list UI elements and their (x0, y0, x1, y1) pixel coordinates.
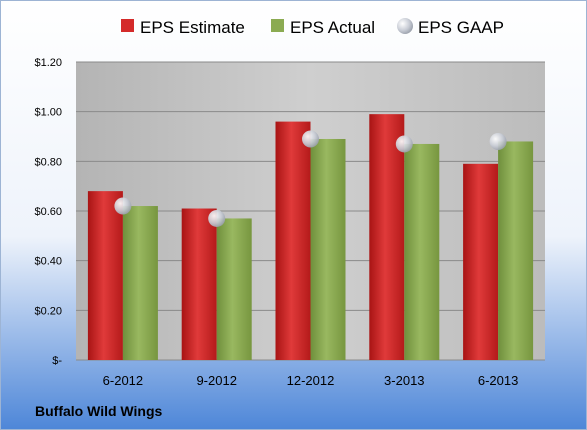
legend-swatch-gaap (397, 18, 413, 34)
y-tick-label: $0.60 (34, 206, 62, 218)
x-category-label: 6-2013 (478, 373, 518, 388)
y-tick-label: $1.00 (34, 107, 62, 119)
legend-swatch-actual (271, 19, 284, 32)
legend-label-actual: EPS Actual (290, 18, 375, 37)
y-axis-ticks: $- $0.20 $0.40 $0.60 $0.80 $1.00 $1.20 (34, 57, 62, 367)
legend-label-estimate: EPS Estimate (140, 18, 245, 37)
bar-eps-actual (122, 206, 158, 360)
marker-eps-gaap (208, 209, 226, 227)
x-category-label: 3-2013 (384, 373, 424, 388)
bar-eps-estimate (87, 191, 123, 360)
x-category-label: 12-2012 (287, 373, 335, 388)
bar-eps-estimate (463, 163, 499, 360)
bar-eps-estimate (181, 208, 217, 360)
legend-label-gaap: EPS GAAP (418, 18, 504, 37)
legend-swatch-estimate (121, 19, 134, 32)
x-category-label: 6-2012 (103, 373, 143, 388)
bar-eps-actual (216, 218, 252, 360)
bar-eps-actual (404, 143, 440, 360)
y-tick-label: $- (52, 355, 62, 367)
x-category-label: 9-2012 (196, 373, 236, 388)
marker-eps-gaap (302, 130, 319, 148)
marker-eps-gaap (114, 197, 132, 215)
bars (87, 114, 534, 361)
y-tick-label: $0.80 (34, 156, 62, 168)
bar-eps-estimate (275, 121, 311, 360)
y-tick-label: $0.40 (34, 256, 62, 268)
marker-eps-gaap (395, 135, 413, 153)
bar-eps-actual (310, 138, 346, 360)
bar-eps-actual (498, 141, 534, 360)
marker-eps-gaap (489, 132, 507, 150)
y-tick-label: $0.20 (34, 305, 62, 317)
company-name: Buffalo Wild Wings (35, 403, 162, 419)
x-axis-categories: 6-2012 9-2012 12-2012 3-2013 6-2013 (103, 373, 519, 388)
gaap-markers (114, 130, 507, 227)
bar-eps-estimate (369, 114, 405, 361)
y-tick-label: $1.20 (34, 57, 62, 69)
legend: EPS Estimate EPS Actual EPS GAAP (121, 18, 504, 37)
